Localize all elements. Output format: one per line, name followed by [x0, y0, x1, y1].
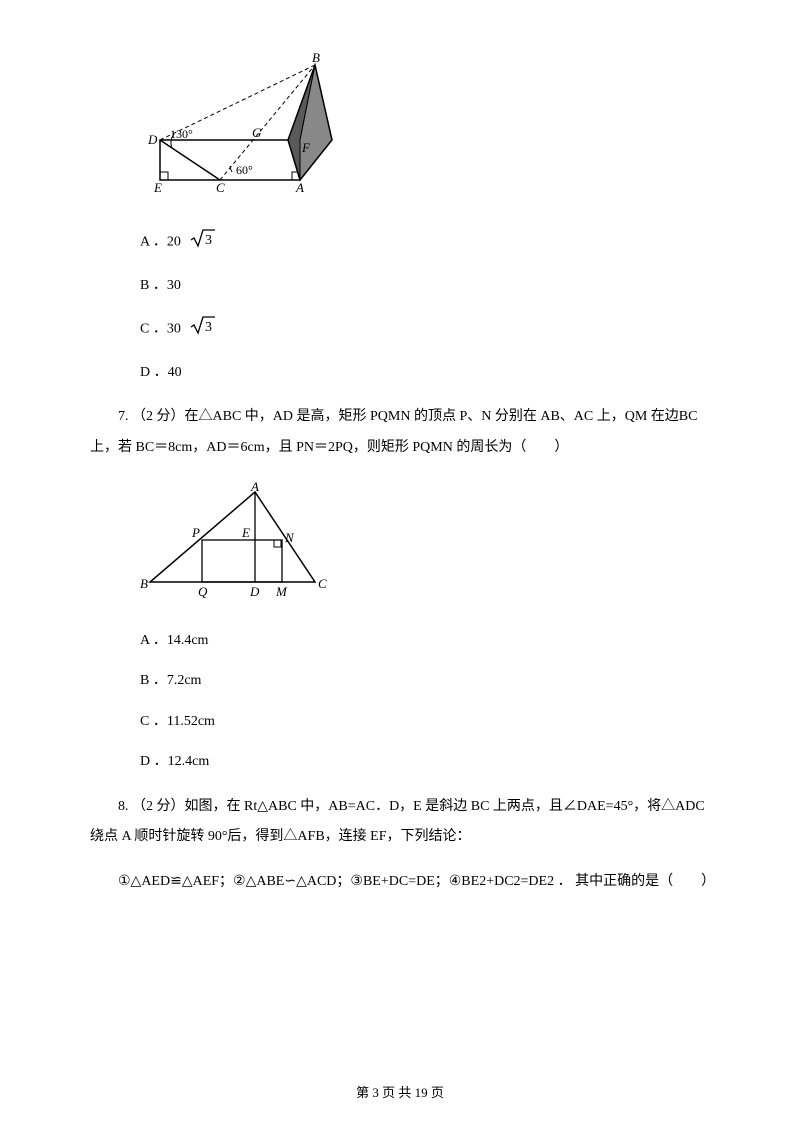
rect-pqmn	[202, 540, 282, 582]
label-c: C	[216, 180, 225, 195]
label-e2: E	[241, 525, 250, 540]
shaded-right	[300, 65, 332, 180]
sqrt-icon: 3	[190, 228, 216, 256]
angle-d: 130°	[170, 127, 193, 141]
q6-option-d: D ．40	[140, 362, 710, 384]
rect-deaf	[160, 140, 300, 180]
angle-c: 60°	[236, 163, 253, 177]
right-angle-e	[160, 172, 168, 180]
q7-option-a: A ．14.4cm	[140, 630, 710, 652]
label-p2: P	[191, 525, 200, 540]
label-n2: N	[284, 530, 295, 545]
figure-q6: B D 130° G F E C 60° A	[140, 50, 710, 208]
label-a: A	[295, 180, 304, 195]
label-d: D	[147, 132, 158, 147]
figure-q7: A P E N B Q D M C	[140, 482, 710, 610]
q6-optA-text: A ．20	[140, 235, 184, 250]
label-d2: D	[249, 584, 260, 599]
q7-option-d: D ．12.4cm	[140, 751, 710, 773]
q7-diagram: A P E N B Q D M C	[140, 482, 340, 602]
q6-optD-text: D ．40	[140, 365, 182, 380]
q7-text: 7. （2 分）在△ABC 中，AD 是高，矩形 PQMN 的顶点 P、N 分别…	[90, 402, 710, 464]
label-q2: Q	[198, 584, 208, 599]
sqrt-icon: 3	[190, 315, 216, 343]
label-c2: C	[318, 576, 327, 591]
right-angle-n	[274, 540, 281, 547]
q6-option-a: A ．20 3	[140, 228, 710, 256]
q6-diagram: B D 130° G F E C 60° A	[140, 50, 350, 200]
label-g: G	[252, 125, 262, 140]
q7-optC-text: C ．11.52cm	[140, 714, 215, 729]
q8-text: 8. （2 分）如图，在 Rt△ABC 中，AB=AC．D，E 是斜边 BC 上…	[90, 792, 710, 854]
label-f: F	[301, 140, 311, 155]
label-m2: M	[275, 584, 288, 599]
q7-option-b: B ．7.2cm	[140, 670, 710, 692]
label-b: B	[312, 50, 320, 65]
svg-text:3: 3	[205, 320, 212, 335]
line-dc	[160, 140, 220, 180]
q7-optD-text: D ．12.4cm	[140, 754, 209, 769]
label-a2: A	[250, 482, 259, 494]
q7-optB-text: B ．7.2cm	[140, 673, 201, 688]
q6-optB-text: B ．30	[140, 278, 181, 293]
q7-optA-text: A ．14.4cm	[140, 633, 208, 648]
q6-optC-text: C ．30	[140, 322, 184, 337]
q6-option-b: B ．30	[140, 275, 710, 297]
page-footer: 第 3 页 共 19 页	[0, 1083, 800, 1104]
q7-option-c: C ．11.52cm	[140, 711, 710, 733]
label-b2: B	[140, 576, 148, 591]
q8-text2: ①△AED≌△AEF；②△ABE∽△ACD；③BE+DC=DE；④BE2+DC2…	[90, 871, 710, 893]
label-e: E	[153, 180, 162, 195]
q6-option-c: C ．30 3	[140, 315, 710, 343]
svg-text:3: 3	[205, 233, 212, 248]
